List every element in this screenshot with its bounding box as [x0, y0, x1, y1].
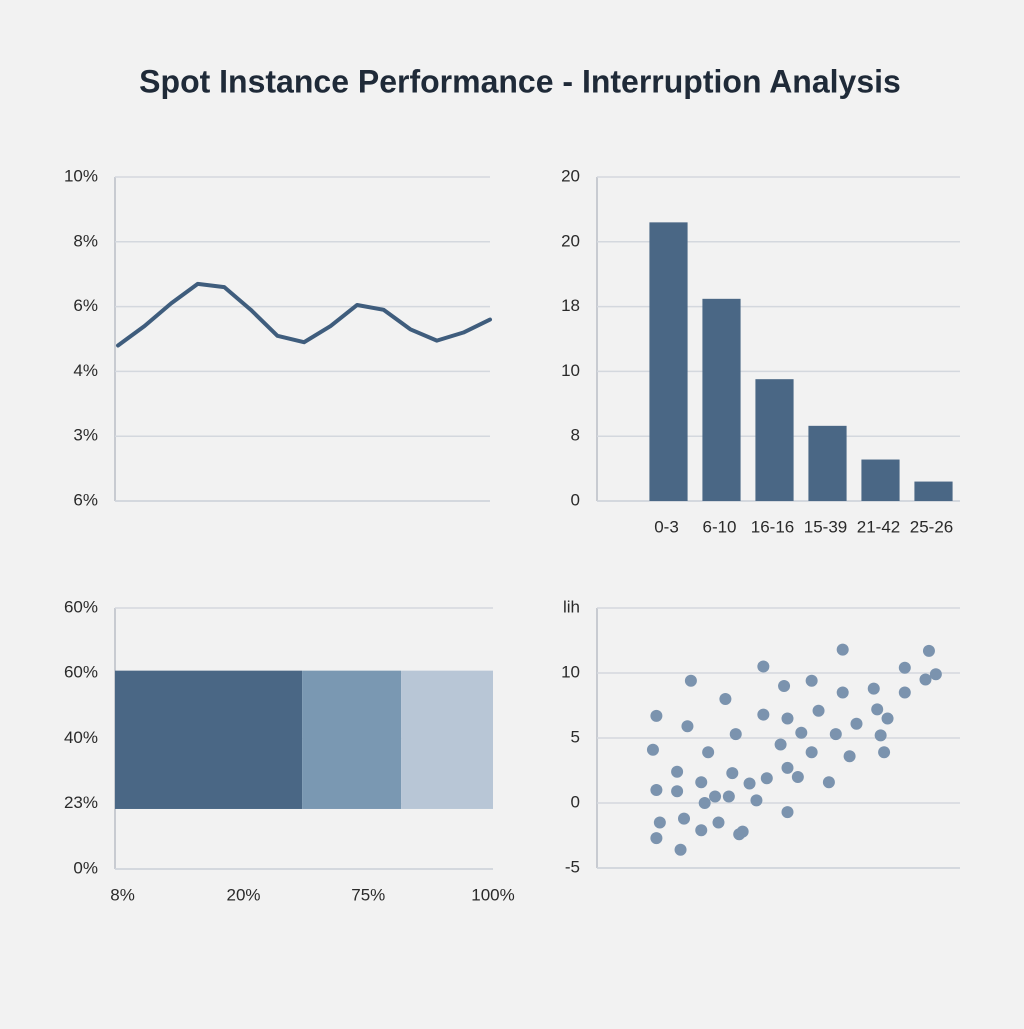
scatter-point [757, 708, 770, 721]
scatter-point [736, 825, 749, 838]
bar-segment [401, 670, 493, 809]
scatter-point [650, 784, 663, 796]
x-tick-label: 25-26 [910, 517, 953, 536]
scatter-point [812, 704, 825, 717]
scatter-point [650, 832, 663, 845]
scatter-point [843, 750, 856, 763]
y-tick-label: 18 [561, 296, 580, 315]
scatter-point [836, 686, 849, 699]
line-series [116, 281, 492, 348]
scatter-point [805, 746, 818, 759]
scatter-point [791, 771, 804, 783]
y-tick-label: 10% [64, 166, 98, 185]
scatter-point [778, 680, 791, 692]
y-tick-label: 0 [571, 792, 580, 811]
y-tick-label: 4% [73, 361, 98, 380]
bar [755, 379, 794, 501]
bar [649, 222, 688, 502]
y-tick-label: 3% [73, 426, 98, 445]
x-tick-label: 21-42 [857, 517, 900, 536]
y-tick-label: 20 [561, 166, 580, 185]
y-tick-label: 60% [64, 597, 98, 616]
scatter-point [836, 643, 849, 656]
scatter-point [898, 686, 911, 699]
scatter-point [781, 761, 794, 774]
y-tick-label: 6% [73, 490, 98, 509]
scatter-point [881, 712, 894, 725]
scatter-point [709, 790, 722, 803]
y-tick-label: 6% [73, 296, 98, 315]
y-tick-label: 10 [561, 361, 580, 380]
scatter-point [698, 797, 711, 809]
scatter-point [795, 726, 808, 739]
x-tick-label: 6-10 [702, 517, 736, 536]
bar [914, 481, 953, 501]
scatter-point [702, 746, 715, 759]
page-title: Spot Instance Performance - Interruption… [139, 63, 901, 99]
scatter-point [646, 743, 659, 756]
scatter-point [671, 765, 684, 778]
scatter-point [653, 816, 666, 829]
x-tick-label: 75% [351, 885, 385, 904]
y-tick-label: lih [563, 597, 580, 616]
x-tick-label: 20% [227, 885, 261, 904]
scatter-point [719, 693, 732, 705]
scatter-point [822, 776, 835, 789]
y-tick-label: 23% [64, 793, 98, 812]
scatter-point [695, 824, 708, 837]
scatter-point [929, 668, 942, 681]
y-tick-label: 8% [73, 231, 98, 250]
scatter-point [750, 794, 763, 807]
scatter-point [678, 812, 690, 825]
scatter-point [898, 661, 911, 674]
y-tick-label: 20 [561, 231, 580, 250]
scatter-point [681, 720, 694, 733]
scatter-point [671, 785, 684, 798]
scatter-point [919, 673, 932, 686]
x-tick-label: 100% [471, 885, 514, 904]
y-tick-label: 10 [561, 662, 580, 681]
x-tick-label: 8% [110, 885, 135, 904]
scatter-point [695, 776, 708, 789]
y-tick-label: -5 [565, 857, 580, 876]
bar-segment [302, 670, 402, 809]
y-tick-label: 5 [571, 727, 580, 746]
scatter-point [757, 660, 770, 673]
scatter-point [729, 728, 742, 741]
scatter-point [781, 806, 794, 819]
bar [861, 459, 900, 501]
scatter-point [867, 682, 880, 695]
scatter-point [878, 746, 891, 759]
y-tick-label: 0 [571, 490, 580, 509]
scatter-point [726, 767, 739, 780]
scatter-point [760, 772, 773, 785]
y-tick-label: 60% [64, 663, 98, 682]
bar [808, 425, 847, 501]
x-tick-label: 0-3 [654, 517, 679, 536]
scatter-point [650, 709, 663, 722]
bar [702, 298, 741, 501]
scatter-point [922, 644, 935, 657]
scatter-point [805, 674, 818, 687]
scatter-point [684, 674, 697, 687]
y-tick-label: 8 [571, 426, 580, 445]
scatter-point [712, 816, 725, 829]
y-tick-label: 0% [73, 858, 98, 877]
scatter-point [674, 843, 687, 856]
scatter-point [829, 728, 842, 741]
scatter-point [850, 717, 863, 730]
y-tick-label: 40% [64, 728, 98, 747]
x-tick-label: 16-16 [751, 517, 794, 536]
scatter-point [774, 738, 787, 751]
scatter-point [743, 777, 756, 790]
scatter-point [874, 729, 887, 742]
scatter-point [871, 703, 884, 716]
x-tick-label: 15-39 [804, 517, 847, 536]
scatter-point [722, 790, 735, 803]
bar-segment [115, 670, 303, 809]
scatter-point [781, 712, 794, 725]
